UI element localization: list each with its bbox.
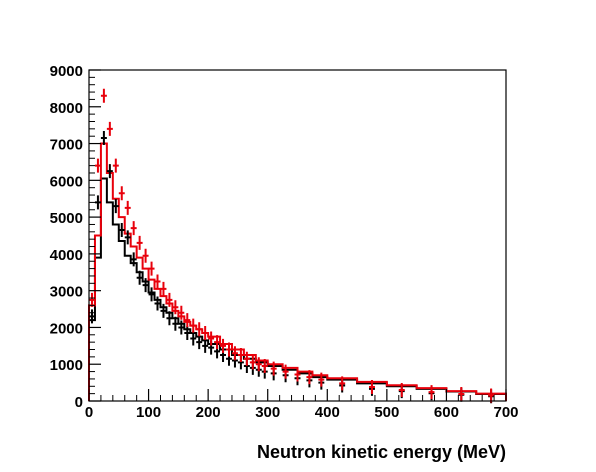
- data-point: [249, 355, 256, 370]
- data-point: [106, 121, 113, 136]
- y-tick-label: 3000: [50, 284, 83, 301]
- y-tick-label: 0: [75, 394, 83, 411]
- points-series-3: [89, 88, 495, 403]
- x-tick-label: 100: [136, 404, 161, 421]
- y-tick-label: 4000: [50, 247, 83, 264]
- data-point: [318, 372, 325, 387]
- data-point: [136, 235, 143, 250]
- data-point: [282, 364, 289, 379]
- data-point: [94, 158, 101, 173]
- x-tick-label: 400: [315, 404, 340, 421]
- data-point: [130, 252, 137, 267]
- x-axis-label: Neutron kinetic energy (MeV): [257, 442, 506, 462]
- data-point: [112, 158, 119, 173]
- data-point: [124, 230, 131, 245]
- points-series-2: [89, 131, 495, 404]
- data-point: [270, 361, 277, 376]
- data-point: [214, 335, 221, 350]
- data-point: [160, 303, 167, 318]
- data-point: [226, 342, 232, 357]
- data-point: [196, 335, 203, 350]
- data-point: [220, 338, 227, 353]
- data-point: [148, 287, 155, 302]
- x-tick-label: 500: [374, 404, 399, 421]
- data-point: [154, 296, 161, 311]
- y-tick-label: 2000: [50, 320, 83, 337]
- data-point: [106, 164, 113, 179]
- data-point: [118, 186, 125, 201]
- y-tick-label: 7000: [50, 137, 83, 154]
- y-tick-label: 5000: [50, 210, 83, 227]
- data-point: [100, 88, 107, 103]
- data-point: [112, 199, 119, 214]
- data-point: [208, 331, 215, 346]
- data-point: [160, 281, 167, 296]
- data-point: [184, 325, 191, 340]
- data-point: [100, 131, 107, 146]
- data-point: [237, 348, 244, 363]
- y-tick-label: 6000: [50, 173, 83, 190]
- data-point: [89, 309, 95, 324]
- data-point: [172, 316, 179, 331]
- data-point: [142, 278, 149, 293]
- data-point: [130, 221, 137, 236]
- series-layer: [88, 88, 507, 404]
- data-point: [202, 325, 209, 340]
- data-point: [243, 351, 250, 366]
- y-tick-label: 8000: [50, 100, 83, 117]
- data-point: [124, 200, 131, 215]
- x-tick-label: 200: [196, 404, 221, 421]
- data-point: [166, 311, 173, 326]
- data-point: [190, 318, 197, 333]
- data-point: [142, 248, 149, 263]
- data-point: [306, 370, 313, 385]
- data-point: [178, 305, 185, 320]
- data-point: [231, 346, 238, 361]
- data-point: [148, 261, 155, 276]
- data-point: [261, 359, 268, 374]
- axis-layer: 0 1000 2000 3000 4000 5000 6000 7000 8000 9000 0 10…: [50, 63, 519, 421]
- data-point: [294, 367, 301, 382]
- data-point: [178, 320, 185, 335]
- data-point: [368, 380, 375, 395]
- data-point: [184, 313, 191, 328]
- data-point: [196, 322, 203, 337]
- data-point: [190, 331, 197, 346]
- data-point: [154, 274, 161, 289]
- data-point: [89, 292, 95, 307]
- x-tick-label: 700: [493, 404, 518, 421]
- data-point: [398, 382, 405, 397]
- data-point: [118, 222, 125, 237]
- data-point: [202, 338, 209, 353]
- x-tick-label: 0: [85, 404, 93, 421]
- data-point: [339, 376, 346, 391]
- x-tick-label: 300: [255, 404, 280, 421]
- data-point: [255, 357, 262, 372]
- data-point: [136, 270, 143, 285]
- data-point: [458, 387, 465, 402]
- y-tick-label: 9000: [50, 63, 83, 80]
- y-tick-label: 1000: [50, 357, 83, 374]
- data-point: [94, 195, 101, 210]
- data-point: [428, 385, 435, 400]
- x-tick-label: 600: [434, 404, 459, 421]
- data-point: [166, 292, 173, 307]
- data-point: [172, 300, 179, 315]
- plot-frame: [88, 69, 507, 402]
- data-point: [488, 388, 495, 403]
